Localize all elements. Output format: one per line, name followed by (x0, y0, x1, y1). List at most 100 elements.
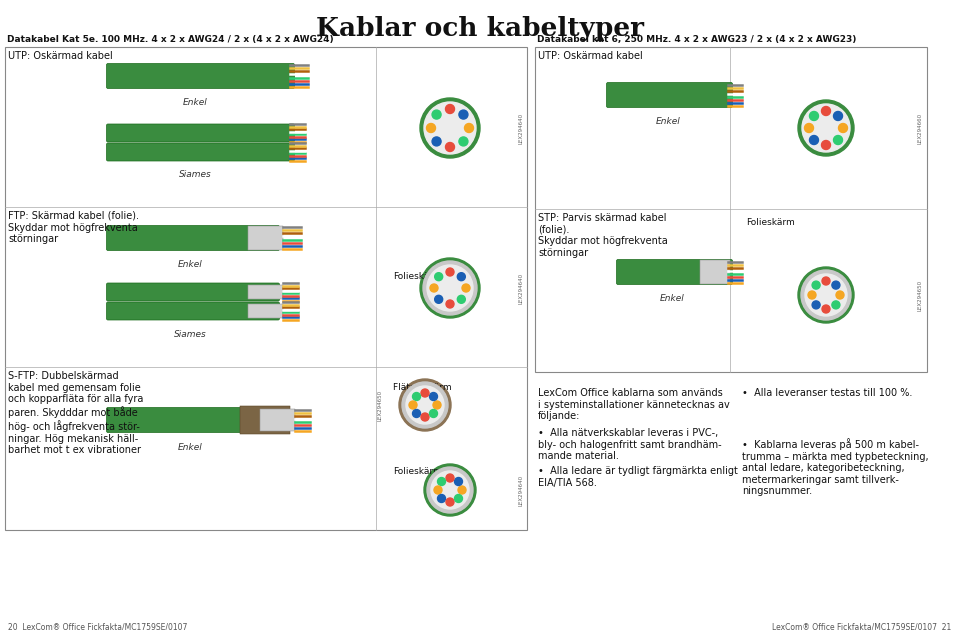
Text: LEX294640: LEX294640 (519, 112, 524, 144)
Circle shape (421, 413, 429, 421)
Circle shape (462, 284, 470, 292)
Circle shape (798, 100, 854, 156)
Circle shape (427, 467, 473, 513)
Text: Enkel: Enkel (177, 443, 202, 452)
Circle shape (423, 261, 477, 315)
Text: Folieskärm: Folieskärm (393, 272, 442, 281)
Circle shape (822, 140, 830, 149)
Circle shape (455, 495, 462, 503)
FancyBboxPatch shape (240, 406, 290, 434)
Circle shape (831, 281, 840, 289)
FancyBboxPatch shape (260, 409, 295, 431)
Circle shape (412, 410, 420, 418)
Text: Datakabel Kat 5e. 100 MHz. 4 x 2 x AWG24 / 2 x (4 x 2 x AWG24): Datakabel Kat 5e. 100 MHz. 4 x 2 x AWG24… (7, 35, 334, 44)
Circle shape (457, 273, 465, 281)
Circle shape (433, 137, 441, 146)
Text: Enkel: Enkel (182, 98, 207, 107)
Text: LexCom Office kablarna som används
i systeminstallationer kännetecknas av
följan: LexCom Office kablarna som används i sys… (538, 388, 730, 421)
FancyBboxPatch shape (248, 285, 283, 299)
Circle shape (833, 135, 843, 144)
Circle shape (455, 478, 462, 486)
Text: •  Alla leveranser testas till 100 %.: • Alla leveranser testas till 100 %. (742, 388, 912, 398)
FancyBboxPatch shape (106, 124, 294, 142)
Text: Enkel: Enkel (660, 294, 685, 303)
Text: •  Alla ledare är tydligt färgmärkta enligt
EIA/TIA 568.: • Alla ledare är tydligt färgmärkta enli… (538, 466, 737, 488)
Circle shape (424, 464, 476, 516)
Text: Siames: Siames (174, 330, 206, 339)
Circle shape (412, 392, 420, 401)
FancyBboxPatch shape (248, 304, 283, 318)
Circle shape (434, 486, 442, 494)
Circle shape (805, 274, 847, 316)
Text: 20  LexCom® Office Fickfakta/MC1759SE/0107: 20 LexCom® Office Fickfakta/MC1759SE/010… (8, 622, 187, 630)
Circle shape (809, 135, 818, 144)
Circle shape (805, 123, 813, 132)
Circle shape (833, 112, 843, 120)
Text: STP: Parvis skärmad kabel
(folie).
Skyddar mot högfrekventa
störningar: STP: Parvis skärmad kabel (folie). Skydd… (538, 213, 667, 258)
Circle shape (838, 123, 848, 132)
FancyBboxPatch shape (106, 302, 279, 320)
FancyBboxPatch shape (248, 226, 283, 250)
FancyBboxPatch shape (535, 47, 927, 372)
Circle shape (427, 123, 435, 132)
Text: UTP: Oskärmad kabel: UTP: Oskärmad kabel (538, 51, 643, 61)
Text: Folieskärm: Folieskärm (393, 467, 442, 476)
Circle shape (458, 486, 466, 494)
Circle shape (812, 301, 820, 309)
Text: LEX294650: LEX294650 (918, 280, 923, 311)
Circle shape (812, 281, 820, 289)
Circle shape (430, 392, 437, 401)
Text: FTP: Skärmad kabel (folie).
Skyddar mot högfrekventa
störningar: FTP: Skärmad kabel (folie). Skyddar mot … (8, 211, 139, 244)
Circle shape (809, 112, 818, 120)
Text: Datakabel kat 6, 250 MHz. 4 x 2 x AWG23 / 2 x (4 x 2 x AWG23): Datakabel kat 6, 250 MHz. 4 x 2 x AWG23 … (537, 35, 856, 44)
Circle shape (446, 498, 454, 506)
Circle shape (446, 105, 455, 113)
Text: LEX294660: LEX294660 (918, 112, 923, 144)
Circle shape (434, 273, 443, 281)
FancyBboxPatch shape (606, 83, 733, 108)
FancyBboxPatch shape (106, 143, 294, 161)
Circle shape (406, 386, 444, 424)
Circle shape (424, 102, 476, 154)
Circle shape (433, 401, 441, 409)
Circle shape (437, 478, 446, 486)
Text: S-FTP: Dubbelskärmad
kabel med gemensam folie
och kopparfläta för alla fyra
pare: S-FTP: Dubbelskärmad kabel med gemensam … (8, 371, 144, 455)
Circle shape (446, 300, 454, 308)
FancyBboxPatch shape (106, 226, 279, 251)
FancyBboxPatch shape (617, 260, 733, 285)
Text: Kablar och kabeltyper: Kablar och kabeltyper (316, 16, 644, 41)
Text: LexCom® Office Fickfakta/MC1759SE/0107  21: LexCom® Office Fickfakta/MC1759SE/0107 2… (772, 622, 951, 630)
Circle shape (420, 98, 480, 158)
Text: •  Kablarna leveras på 500 m kabel-
trumma – märkta med typbeteckning,
antal led: • Kablarna leveras på 500 m kabel- trumm… (742, 438, 928, 496)
Circle shape (434, 295, 443, 303)
FancyBboxPatch shape (106, 283, 279, 301)
FancyBboxPatch shape (106, 408, 274, 433)
Text: Folieskärm: Folieskärm (746, 218, 795, 227)
Circle shape (836, 291, 844, 299)
Circle shape (427, 265, 473, 311)
Circle shape (421, 389, 429, 397)
Circle shape (402, 382, 448, 428)
Text: LEX294640: LEX294640 (519, 474, 524, 505)
Circle shape (399, 379, 451, 431)
Circle shape (446, 142, 455, 151)
Circle shape (822, 305, 830, 313)
Text: LEX294650: LEX294650 (378, 389, 383, 421)
Circle shape (464, 123, 474, 132)
Circle shape (446, 268, 454, 276)
Circle shape (802, 104, 850, 152)
Circle shape (431, 471, 469, 509)
Circle shape (430, 410, 437, 418)
Text: LEX294640: LEX294640 (519, 272, 524, 304)
Circle shape (822, 277, 830, 285)
Circle shape (798, 267, 854, 323)
Text: Siames: Siames (178, 170, 211, 179)
Circle shape (459, 110, 468, 119)
Text: UTP: Oskärmad kabel: UTP: Oskärmad kabel (8, 51, 113, 61)
Circle shape (808, 291, 816, 299)
FancyBboxPatch shape (106, 64, 294, 88)
Circle shape (420, 258, 480, 318)
Text: Enkel: Enkel (656, 117, 680, 126)
Circle shape (433, 110, 441, 119)
Text: Flätad skärm: Flätad skärm (393, 383, 452, 392)
